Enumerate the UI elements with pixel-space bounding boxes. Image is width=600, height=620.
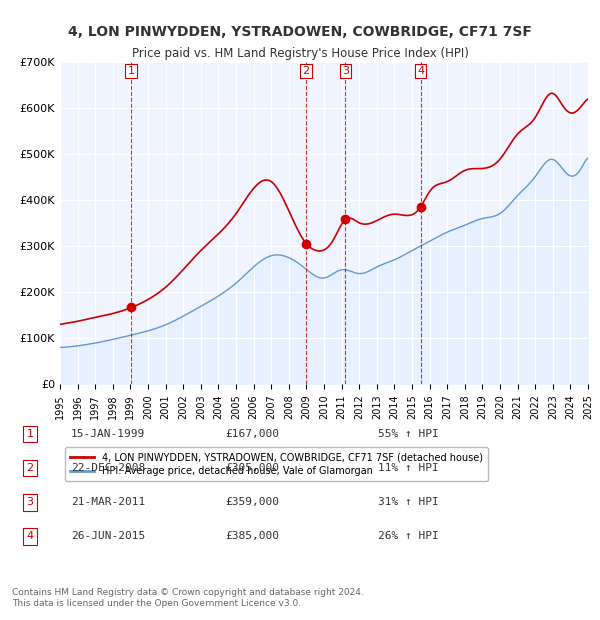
Text: 11% ↑ HPI: 11% ↑ HPI	[377, 463, 439, 473]
Text: 26-JUN-2015: 26-JUN-2015	[71, 531, 145, 541]
Text: 4: 4	[417, 66, 424, 76]
Text: 21-MAR-2011: 21-MAR-2011	[71, 497, 145, 507]
Text: £385,000: £385,000	[225, 531, 279, 541]
Text: 15-JAN-1999: 15-JAN-1999	[71, 429, 145, 439]
Text: 2: 2	[302, 66, 310, 76]
Text: 2: 2	[26, 463, 34, 473]
Text: 1: 1	[128, 66, 134, 76]
Text: 3: 3	[26, 497, 34, 507]
Text: 4, LON PINWYDDEN, YSTRADOWEN, COWBRIDGE, CF71 7SF: 4, LON PINWYDDEN, YSTRADOWEN, COWBRIDGE,…	[68, 25, 532, 39]
Text: Price paid vs. HM Land Registry's House Price Index (HPI): Price paid vs. HM Land Registry's House …	[131, 46, 469, 60]
Text: 31% ↑ HPI: 31% ↑ HPI	[377, 497, 439, 507]
Text: 26% ↑ HPI: 26% ↑ HPI	[377, 531, 439, 541]
Text: 4: 4	[26, 531, 34, 541]
Text: £359,000: £359,000	[225, 497, 279, 507]
Text: 55% ↑ HPI: 55% ↑ HPI	[377, 429, 439, 439]
Text: 22-DEC-2008: 22-DEC-2008	[71, 463, 145, 473]
Text: £167,000: £167,000	[225, 429, 279, 439]
Text: £305,000: £305,000	[225, 463, 279, 473]
Legend: 4, LON PINWYDDEN, YSTRADOWEN, COWBRIDGE, CF71 7SF (detached house), HPI: Average: 4, LON PINWYDDEN, YSTRADOWEN, COWBRIDGE,…	[65, 447, 488, 481]
Text: Contains HM Land Registry data © Crown copyright and database right 2024.
This d: Contains HM Land Registry data © Crown c…	[12, 588, 364, 608]
Text: 1: 1	[26, 429, 34, 439]
Text: 3: 3	[342, 66, 349, 76]
